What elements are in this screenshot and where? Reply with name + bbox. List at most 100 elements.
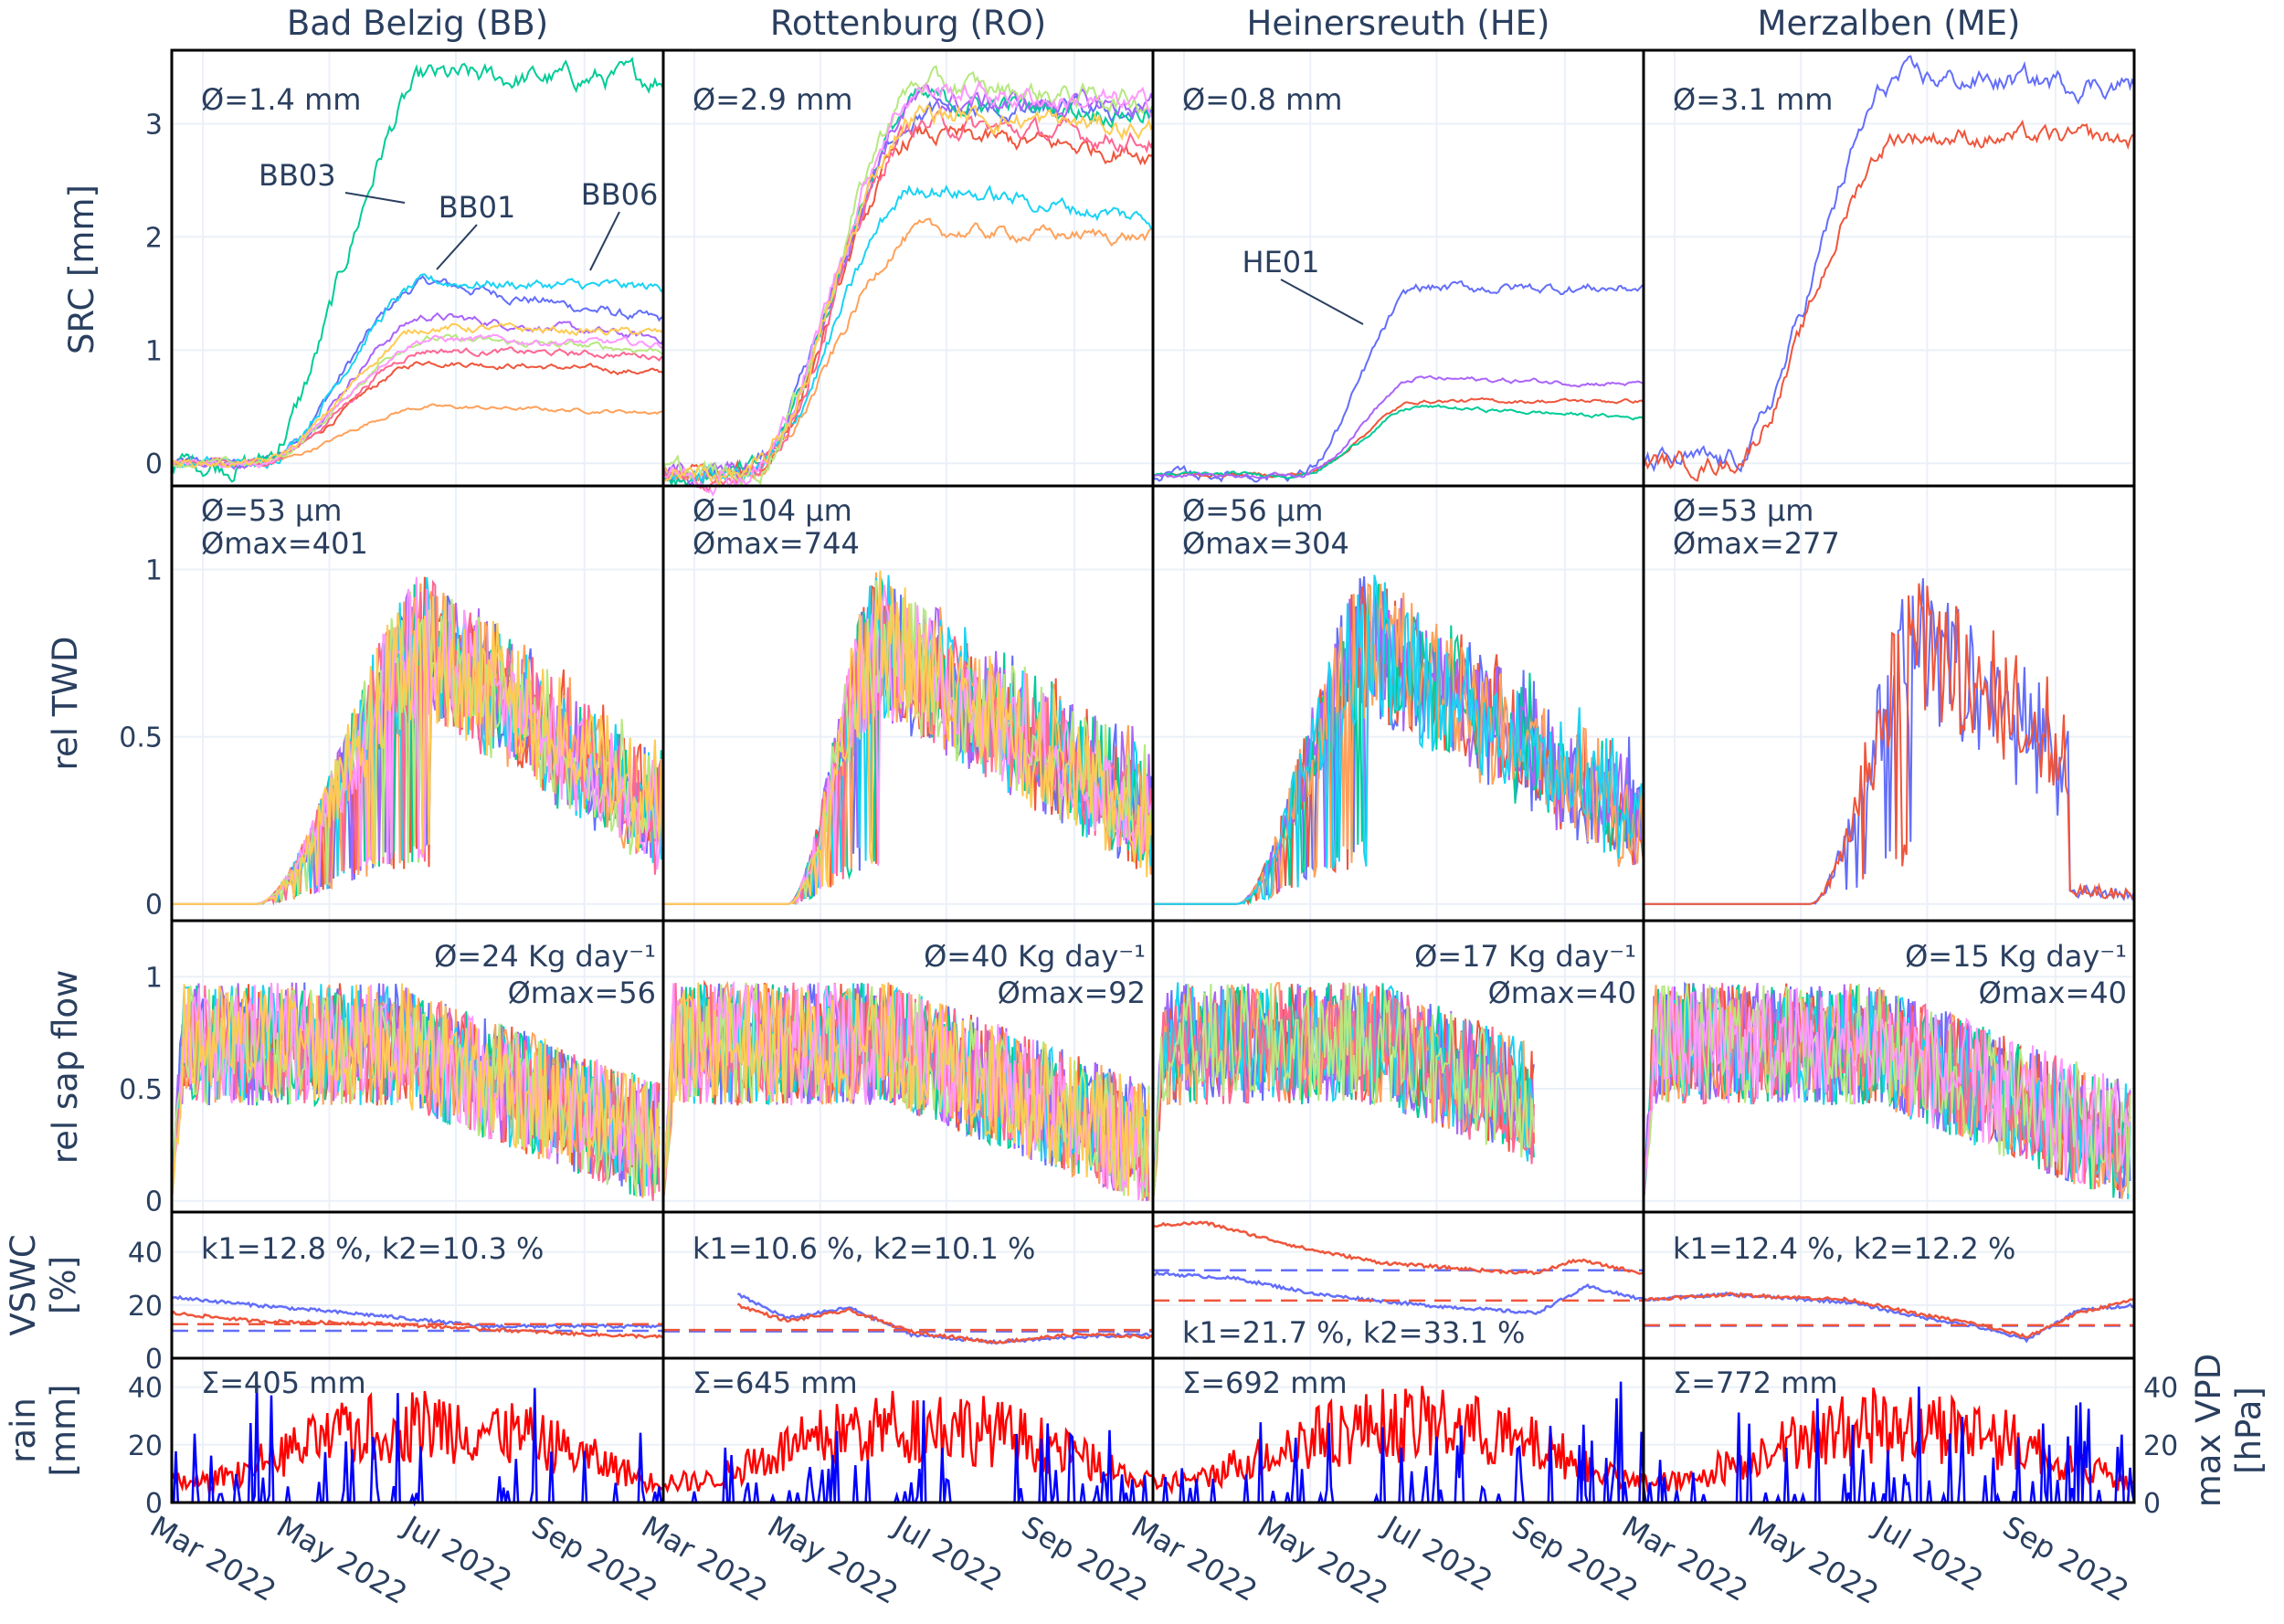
y-tick-label: 0 [145, 890, 163, 922]
twd-series-BB [172, 576, 664, 906]
src-series-RO [662, 65, 1154, 497]
site-title-HE: Heinersreuth (HE) [1247, 4, 1550, 43]
row-label-sap: rel sap flow [46, 970, 85, 1165]
vpd-line [1151, 1386, 1645, 1495]
src-mean-label: Ø=0.8 mm [1182, 82, 1342, 117]
row-label-line: [mm] [44, 1385, 83, 1477]
y2-tick-label: 0 [2143, 1488, 2161, 1520]
vpd-line [170, 1390, 664, 1496]
x-tick-label: Jul 2022 [1867, 1508, 1990, 1598]
twd-stat-label: Ømax=277 [1673, 526, 1840, 561]
src-line [662, 217, 1154, 484]
vswc-k-label: k1=10.6 %, k2=10.1 % [693, 1231, 1035, 1266]
src-line [171, 346, 664, 468]
src-line [1152, 396, 1644, 479]
x-tick-label: May 2022 [762, 1509, 904, 1611]
rain-sum-label: Σ=645 mm [693, 1366, 858, 1400]
sap-line [662, 982, 1150, 1201]
row-label-line: max VPD [2189, 1354, 2228, 1508]
sap-line [171, 983, 661, 1201]
x-tick-label: May 2022 [1742, 1509, 1885, 1611]
tree-callout-label: BB06 [581, 177, 659, 212]
x-tick-label: Jul 2022 [1377, 1508, 1499, 1598]
y-tick-label: 3 [145, 110, 163, 142]
x-tick-label: Sep 2022 [1507, 1509, 1644, 1608]
row-label-line: rel sap flow [46, 970, 85, 1165]
twd-stat-label: Ø=104 µm [693, 493, 852, 528]
x-tick-label: Mar 2022 [144, 1509, 282, 1608]
sap-stat-label: Ømax=40 [1979, 975, 2127, 1010]
row-label-line: SRC [mm] [62, 185, 101, 354]
y-tick-label: 0 [145, 1344, 163, 1376]
x-tick-label: Jul 2022 [886, 1508, 1009, 1598]
x-tick-label: Sep 2022 [526, 1509, 664, 1608]
src-line [171, 311, 664, 470]
x-tick-label: Jul 2022 [396, 1508, 518, 1598]
src-line [1152, 404, 1644, 480]
rain-sum-label: Σ=692 mm [1182, 1366, 1348, 1400]
twd-stat-label: Ømax=304 [1182, 526, 1349, 561]
x-tick-label: Mar 2022 [1616, 1509, 1754, 1608]
x-tick-label: Sep 2022 [1016, 1509, 1154, 1608]
callout-line [436, 224, 478, 270]
y2-tick-label: 40 [2143, 1373, 2178, 1405]
sap-stat-label: Ømax=92 [998, 975, 1146, 1010]
sap-stat-label: Ø=24 Kg day⁻¹ [434, 939, 656, 974]
tree-callout-label: BB01 [439, 190, 516, 225]
vswc-k-label: k1=21.7 %, k2=33.1 % [1182, 1315, 1525, 1350]
y-tick-label: 20 [128, 1291, 163, 1323]
y-tick-label: 1 [145, 335, 163, 367]
twd-stat-label: Ø=56 µm [1182, 493, 1323, 528]
vswc-k1-line [1152, 1220, 1644, 1276]
y-tick-label: 40 [128, 1238, 163, 1270]
x-tick-label: Mar 2022 [636, 1509, 774, 1608]
site-title-BB: Bad Belzig (BB) [287, 4, 548, 43]
site-title-RO: Rottenburg (RO) [770, 4, 1046, 43]
vswc-k2-line [1152, 1270, 1644, 1315]
vswc-k2-line [171, 1294, 664, 1330]
sap-line [1643, 986, 2131, 1201]
x-tick-label: May 2022 [271, 1509, 414, 1611]
sap-stat-label: Ø=40 Kg day⁻¹ [924, 939, 1146, 974]
src-mean-label: Ø=1.4 mm [201, 82, 361, 117]
twd-line [663, 570, 1154, 905]
sap-stat-label: Ø=17 Kg day⁻¹ [1414, 939, 1636, 974]
twd-series-ME [1644, 578, 2135, 905]
src-series-ME [1643, 55, 2135, 482]
y-tick-label: 0 [145, 1186, 163, 1218]
sap-stat-label: Ømax=40 [1488, 975, 1636, 1010]
twd-stat-label: Ø=53 µm [201, 493, 342, 528]
src-line [1643, 55, 2135, 473]
twd-line [1153, 583, 1644, 905]
twd-series-RO [663, 570, 1154, 906]
row-label-line: [%] [44, 1256, 83, 1314]
sap-series-HE [1152, 982, 1535, 1201]
src-line [662, 184, 1153, 483]
twd-line [1153, 575, 1644, 905]
x-tick-label: Sep 2022 [1997, 1509, 2135, 1608]
sap-stat-label: Ømax=56 [508, 975, 656, 1010]
tree-callout-label: HE01 [1242, 245, 1320, 279]
site-title-ME: Merzalben (ME) [1758, 4, 2021, 43]
y-tick-label: 1 [145, 555, 163, 587]
src-line [1152, 374, 1644, 480]
sap-stat-label: Ø=15 Kg day⁻¹ [1905, 939, 2127, 974]
src-line [1643, 119, 2135, 482]
sap-line [1152, 982, 1535, 1201]
src-line [171, 333, 664, 469]
y-tick-label: 0 [145, 448, 163, 480]
row-label-line: rain [4, 1397, 43, 1463]
row-label-line: [hPa] [2229, 1387, 2268, 1474]
sap-series-RO [662, 979, 1150, 1201]
vpd-line [662, 1390, 1154, 1494]
y-tick-label: 0.5 [119, 722, 163, 754]
vswc-k2-line [1643, 1291, 2135, 1344]
sap-series-BB [171, 982, 661, 1201]
rain-vpd-series-BB [170, 1383, 664, 1507]
src-line [171, 322, 664, 469]
vswc-series-BB [171, 1294, 664, 1340]
panel-border [1642, 1356, 2136, 1504]
site-titles: Bad Belzig (BB) Rottenburg (RO) Heinersreu… [287, 4, 2021, 43]
